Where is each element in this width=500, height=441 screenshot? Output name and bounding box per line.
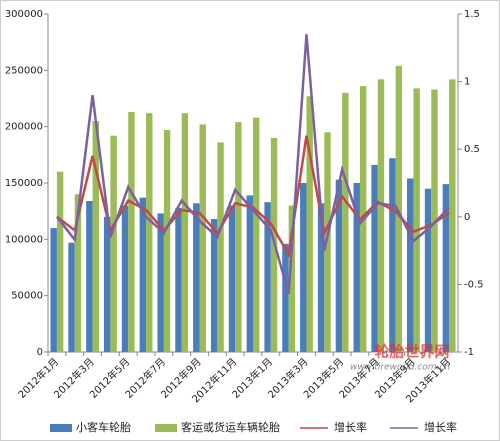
bar xyxy=(413,88,420,353)
bar xyxy=(424,188,432,352)
bar xyxy=(371,164,378,352)
bar xyxy=(157,213,164,352)
y-tick-label: 100000 xyxy=(5,234,43,245)
bar xyxy=(139,197,147,352)
y-tick-label: 300000 xyxy=(5,9,43,20)
y-tick-label: 200000 xyxy=(5,122,43,133)
y-tick-label: 50000 xyxy=(11,291,43,302)
bar xyxy=(92,121,99,353)
bar xyxy=(335,179,343,352)
bar xyxy=(163,130,171,352)
bar xyxy=(74,194,82,352)
bar xyxy=(324,132,331,352)
bar xyxy=(253,117,260,352)
bar xyxy=(395,65,403,353)
bar xyxy=(235,122,242,352)
bar xyxy=(199,124,206,352)
bar xyxy=(217,142,224,352)
y2-tick-label: -1 xyxy=(464,347,474,358)
bar xyxy=(317,203,325,352)
y-tick-label: 150000 xyxy=(5,178,43,189)
bar xyxy=(288,205,296,352)
bar xyxy=(389,158,396,352)
bar xyxy=(377,79,385,352)
bar xyxy=(353,183,360,352)
bar xyxy=(306,96,313,352)
bar xyxy=(175,207,182,352)
bar xyxy=(228,205,236,352)
bar xyxy=(181,113,189,352)
bar xyxy=(50,228,57,352)
legend-swatch xyxy=(50,424,72,432)
line xyxy=(55,34,450,295)
legend-label: 增长率 xyxy=(334,420,367,434)
bar xyxy=(342,92,349,352)
legend-swatch xyxy=(155,424,177,432)
y2-tick-label: 0 xyxy=(464,212,470,223)
y2-tick-label: -0.5 xyxy=(464,279,484,290)
bar xyxy=(146,113,153,352)
y2-tick-label: 1.5 xyxy=(464,9,480,20)
bar xyxy=(442,184,450,352)
y2-tick-label: 0.5 xyxy=(464,144,480,155)
bar xyxy=(282,243,289,352)
bar xyxy=(264,202,271,352)
legend-label: 增长率 xyxy=(424,420,457,434)
legend-label: 小客车轮胎 xyxy=(76,420,131,434)
bar xyxy=(86,201,93,352)
bar xyxy=(128,112,135,353)
bar xyxy=(246,195,253,352)
bar xyxy=(210,219,218,352)
bar xyxy=(56,171,64,352)
bar xyxy=(193,203,200,352)
watermark: 轮胎世界网 xyxy=(374,343,449,361)
bar xyxy=(110,135,117,352)
bar xyxy=(407,178,414,352)
legend-label: 客运或货运车辆轮胎 xyxy=(181,420,280,434)
y2-tick-label: 1 xyxy=(464,77,470,88)
bar xyxy=(431,89,438,352)
watermark: www.tireworld.com.cn xyxy=(350,363,450,373)
y-tick-label: 0 xyxy=(37,347,43,358)
bar xyxy=(121,205,129,352)
bar xyxy=(449,79,456,352)
bar xyxy=(300,183,307,352)
bar xyxy=(68,242,75,352)
bar xyxy=(103,216,111,352)
y-tick-label: 250000 xyxy=(5,65,43,76)
